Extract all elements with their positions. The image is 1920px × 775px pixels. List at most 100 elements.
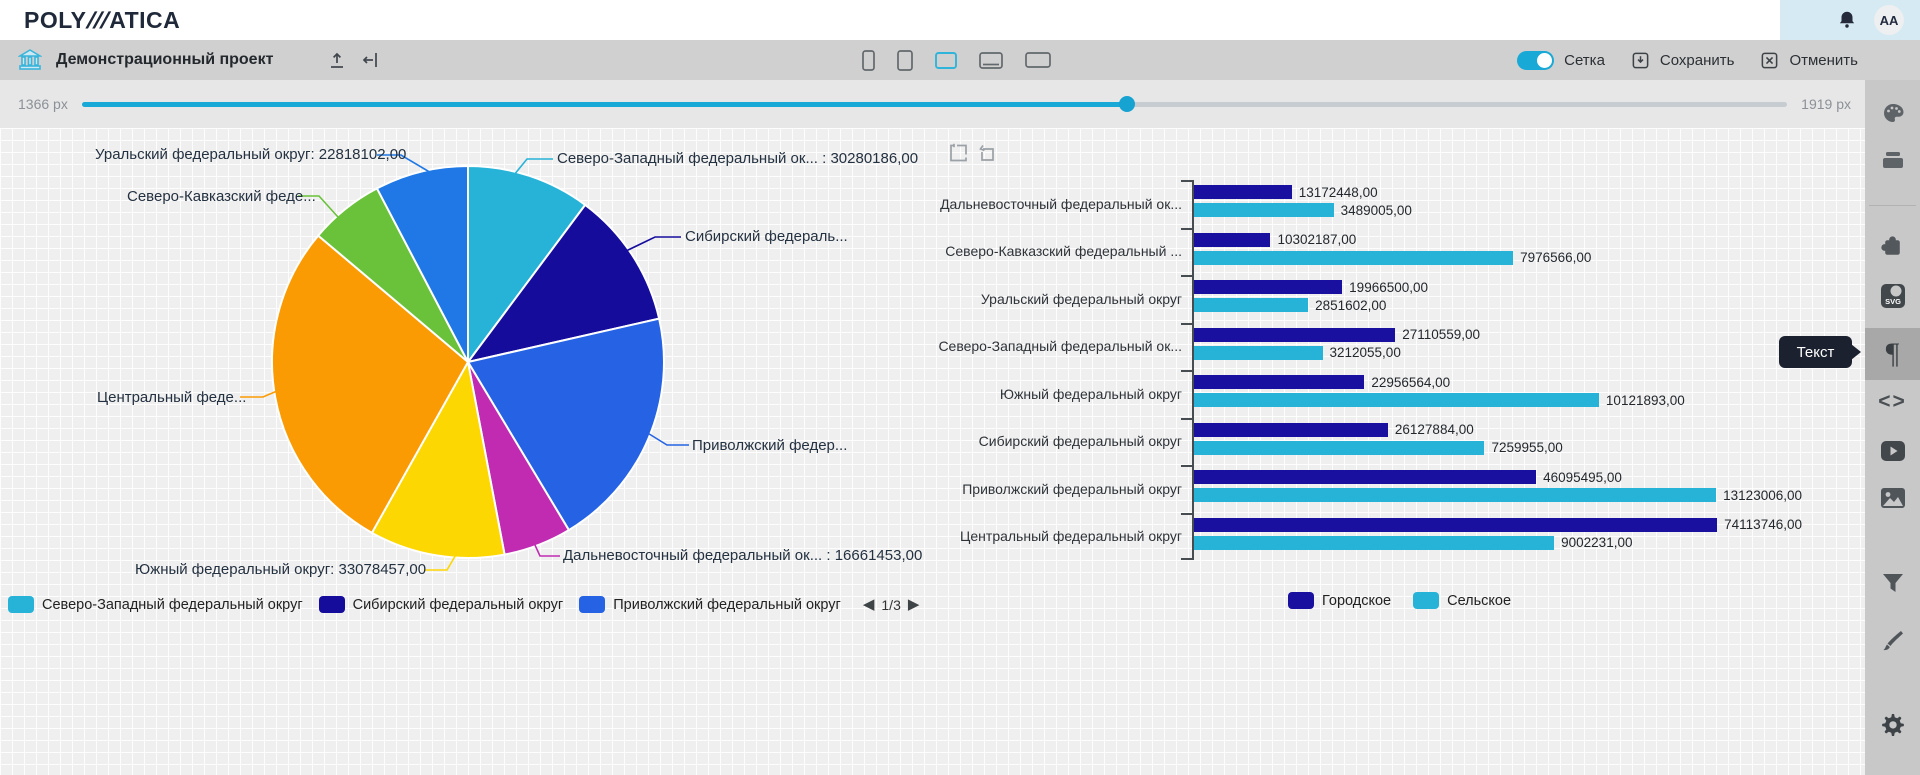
bars-zone: 13172448,00 3489005,00 xyxy=(1181,180,1802,228)
axis-tick xyxy=(1181,558,1192,560)
bar-legend-item-0[interactable]: Городское xyxy=(1288,592,1391,609)
sidebar-item-brush[interactable] xyxy=(1865,619,1920,667)
project-bank-icon xyxy=(18,49,42,71)
bar-Городское-4[interactable] xyxy=(1194,375,1365,389)
text-tool-tooltip: Текст xyxy=(1779,336,1852,368)
axis-tick xyxy=(1181,275,1192,277)
device-widescreen-icon[interactable] xyxy=(1025,52,1051,68)
bar-chart-widget[interactable]: Дальневосточный федеральный ок... 1317244… xyxy=(938,143,1810,560)
sidebar-item-svg[interactable]: SVG xyxy=(1865,274,1920,322)
bar-value-label: 3212055,00 xyxy=(1329,345,1401,360)
legend-label: Северо-Западный федеральный округ xyxy=(42,596,303,613)
bar-category-label: Северо-Кавказский федеральный ... xyxy=(945,243,1182,260)
pager-next-icon[interactable]: ▶ xyxy=(907,596,920,613)
grid-toggle[interactable] xyxy=(1517,50,1555,70)
viewport-width-slider[interactable] xyxy=(81,95,1788,112)
project-title[interactable]: Демонстрационный проект xyxy=(56,51,274,68)
bar-Сельское-5[interactable] xyxy=(1194,440,1485,455)
save-icon[interactable] xyxy=(1631,51,1650,70)
pie-callout-label-5: Центральный феде... xyxy=(97,389,247,406)
device-phone-icon[interactable] xyxy=(862,49,875,71)
user-avatar[interactable]: AA xyxy=(1874,5,1904,35)
collapse-panel-icon[interactable] xyxy=(361,50,381,70)
pie-callout-label-0: Северо-Западный федеральный ок... : 3028… xyxy=(557,150,919,167)
bar-Сельское-3[interactable] xyxy=(1194,345,1323,360)
frame-select-icon[interactable] xyxy=(948,143,968,163)
bar-category-label: Дальневосточный федеральный ок... xyxy=(940,195,1182,212)
bar-category-label: Северо-Западный федеральный ок... xyxy=(938,338,1182,355)
bar-category-label: Центральный федеральный округ xyxy=(960,528,1182,545)
bar-Городское-7[interactable] xyxy=(1194,517,1718,532)
text-tooltip-arrow xyxy=(1851,344,1861,360)
bar-Сельское-0[interactable] xyxy=(1194,203,1334,217)
legend-swatch xyxy=(579,596,606,613)
bar-value-label: 7259955,00 xyxy=(1491,440,1563,455)
legend-label: Приволжский федеральный округ xyxy=(613,596,841,613)
sidebar-item-video[interactable] xyxy=(1865,429,1920,477)
pie-legend-item-1[interactable]: Сибирский федеральный округ xyxy=(318,596,564,613)
svg-icon: SVG xyxy=(1880,283,1906,314)
bar-category-label: Южный федеральный округ xyxy=(999,385,1182,402)
bar-Городское-1[interactable] xyxy=(1194,232,1271,247)
axis-tick xyxy=(1181,465,1192,467)
bar-widget-actions xyxy=(948,143,998,163)
bar-value-label: 9002231,00 xyxy=(1561,535,1633,550)
sidebar-item-text[interactable]: ¶ xyxy=(1865,328,1920,380)
pie-legend-item-2[interactable]: Приволжский федеральный округ xyxy=(579,596,841,613)
save-button[interactable]: Сохранить xyxy=(1659,51,1735,69)
bar-Городское-0[interactable] xyxy=(1194,185,1292,199)
bar-value-label: 26127884,00 xyxy=(1394,422,1474,437)
bar-category-row-6: Приволжский федеральный округ 46095495,00… xyxy=(950,465,1810,513)
axis-tick xyxy=(1181,512,1192,515)
cancel-button[interactable]: Отменить xyxy=(1789,51,1858,69)
bar-Сельское-7[interactable] xyxy=(1194,535,1555,550)
bars-zone: 10302187,00 7976566,00 xyxy=(1181,227,1802,275)
bar-Сельское-6[interactable] xyxy=(1194,488,1717,502)
bars-zone: 19966500,00 2851602,00 xyxy=(1181,275,1802,323)
pie-callout-label-6: Северо-Кавказский феде... xyxy=(127,188,316,205)
pie-chart-widget[interactable] xyxy=(268,162,668,562)
sidebar-divider xyxy=(1869,205,1916,206)
device-laptop-icon[interactable] xyxy=(935,51,957,69)
dashboard-canvas: Северо-Западный федеральный ок... : 3028… xyxy=(0,128,1865,775)
device-desktop-icon[interactable] xyxy=(979,51,1003,69)
publish-upload-icon[interactable] xyxy=(327,50,347,70)
bar-Городское-2[interactable] xyxy=(1194,280,1343,294)
legend-label: Городское xyxy=(1322,592,1392,609)
slider-thumb[interactable] xyxy=(1119,95,1136,112)
pie-slice-1[interactable] xyxy=(467,203,661,363)
device-tablet-icon[interactable] xyxy=(897,49,913,71)
bar-category-row-1: Северо-Кавказский федеральный ... 1030218… xyxy=(945,227,1810,275)
cancel-icon[interactable] xyxy=(1760,51,1779,70)
bar-Сельское-2[interactable] xyxy=(1194,298,1309,312)
image-icon xyxy=(1880,487,1906,514)
sidebar-item-filter[interactable] xyxy=(1865,561,1920,609)
legend-label: Сибирский федеральный округ xyxy=(352,596,564,613)
bar-legend-item-1[interactable]: Сельское xyxy=(1413,592,1511,609)
bar-Городское-5[interactable] xyxy=(1194,422,1388,437)
legend-label: Сельское xyxy=(1447,592,1512,609)
pager-prev-icon[interactable]: ◀ xyxy=(862,596,875,613)
sidebar-item-image[interactable] xyxy=(1865,476,1920,524)
bar-value-label: 22956564,00 xyxy=(1371,374,1451,390)
sidebar-item-code[interactable]: <> xyxy=(1865,378,1920,426)
logo-text-left: POLY xyxy=(24,7,87,33)
bar-category-row-3: Северо-Западный федеральный ок... 2711055… xyxy=(938,322,1810,370)
bar-Городское-6[interactable] xyxy=(1194,470,1537,484)
reset-rotate-icon[interactable] xyxy=(978,143,998,163)
notifications-bell-icon[interactable] xyxy=(1836,8,1858,32)
sidebar-item-settings[interactable] xyxy=(1865,703,1920,751)
text-icon: ¶ xyxy=(1885,337,1900,370)
bar-Сельское-1[interactable] xyxy=(1194,250,1514,265)
pie-legend-item-0[interactable]: Северо-Западный федеральный округ xyxy=(8,596,303,613)
bar-Сельское-4[interactable] xyxy=(1194,393,1599,407)
bar-Городское-3[interactable] xyxy=(1194,327,1396,342)
viewport-width-slider-row: 1366 px 1919 px xyxy=(0,80,1865,128)
widgets-icon xyxy=(1880,149,1906,176)
sidebar-item-puzzle[interactable] xyxy=(1865,226,1920,274)
puzzle-icon xyxy=(1880,235,1905,265)
axis-tick xyxy=(1181,322,1192,325)
sidebar-item-palette[interactable] xyxy=(1865,91,1920,139)
bar-legend: Городское Сельское xyxy=(1288,592,1511,609)
sidebar-item-widgets[interactable] xyxy=(1865,138,1920,186)
